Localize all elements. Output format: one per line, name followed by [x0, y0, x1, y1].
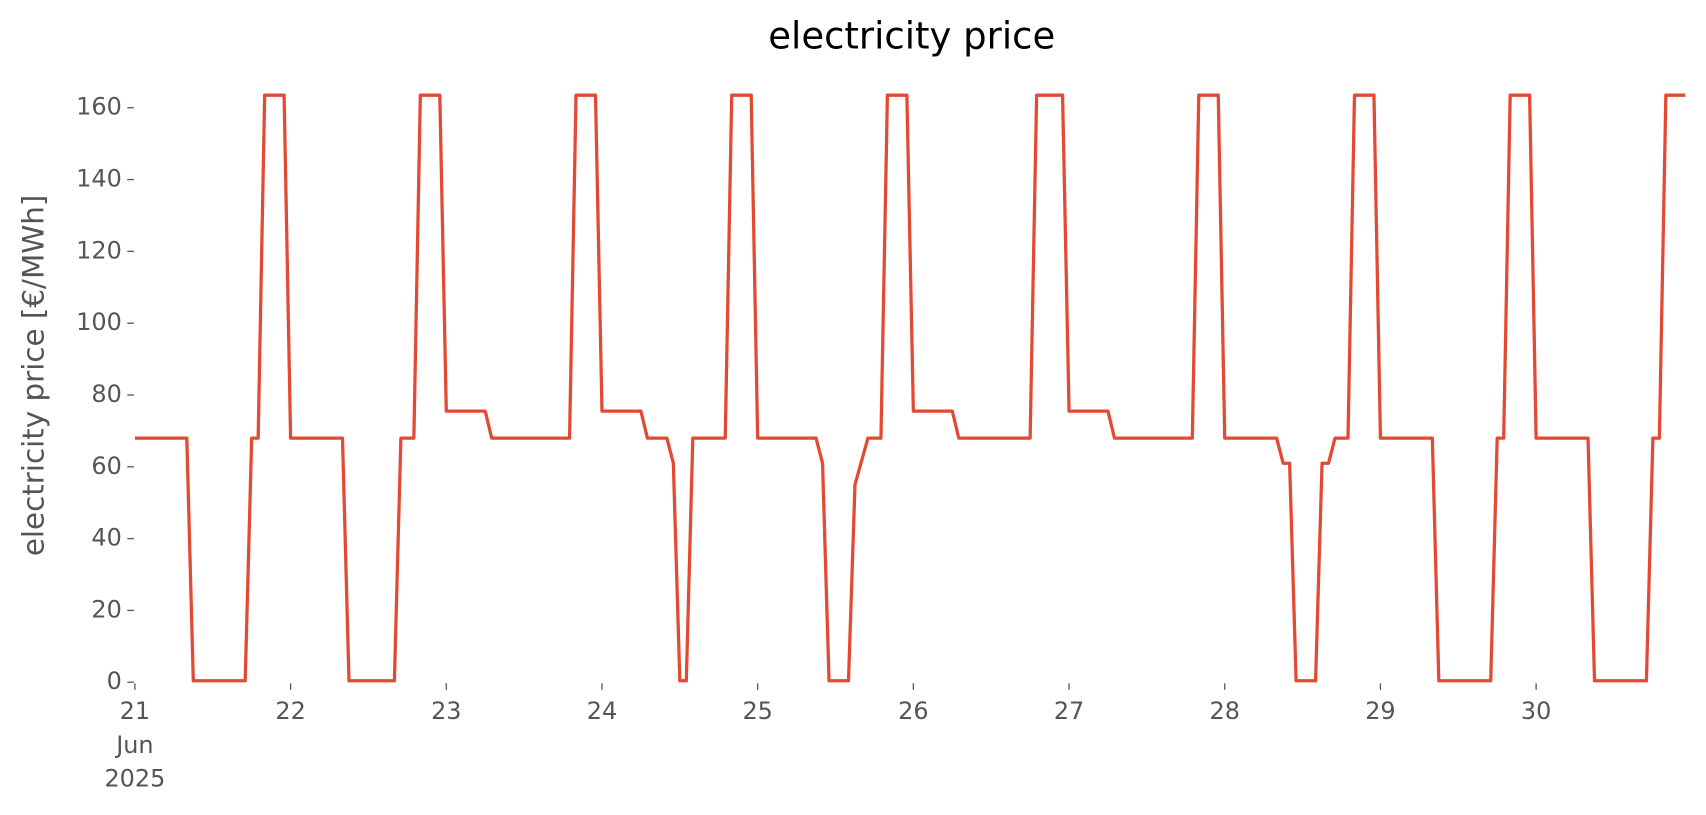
x-tick-label: 27 [1054, 697, 1084, 725]
y-tick-label: 0 [107, 667, 122, 695]
y-tick-label: 120 [76, 236, 122, 264]
x-tick-label: 29 [1365, 697, 1395, 725]
x-tick-label: 24 [587, 697, 617, 725]
x-tick-label: 23 [431, 697, 461, 725]
chart-title: electricity price [768, 15, 1055, 58]
x-tick-label: 26 [898, 697, 928, 725]
x-tick-label: 28 [1210, 697, 1240, 725]
x-tick-label: 30 [1521, 697, 1551, 725]
y-tick-label: 100 [76, 308, 122, 336]
x-tick-label: 25 [742, 697, 772, 725]
y-tick-label: 140 [76, 165, 122, 193]
y-tick-label: 60 [91, 452, 121, 480]
y-tick-label: 20 [91, 595, 121, 623]
x-tick-label: 22 [275, 697, 305, 725]
y-tick-label: 160 [76, 93, 122, 121]
y-tick-label: 40 [91, 524, 121, 552]
y-axis-label: electricity price [€/MWh] [16, 195, 50, 557]
x-tick-label: 21 Jun 2025 [104, 697, 165, 792]
y-tick-label: 80 [91, 380, 121, 408]
price-line [134, 93, 1686, 683]
